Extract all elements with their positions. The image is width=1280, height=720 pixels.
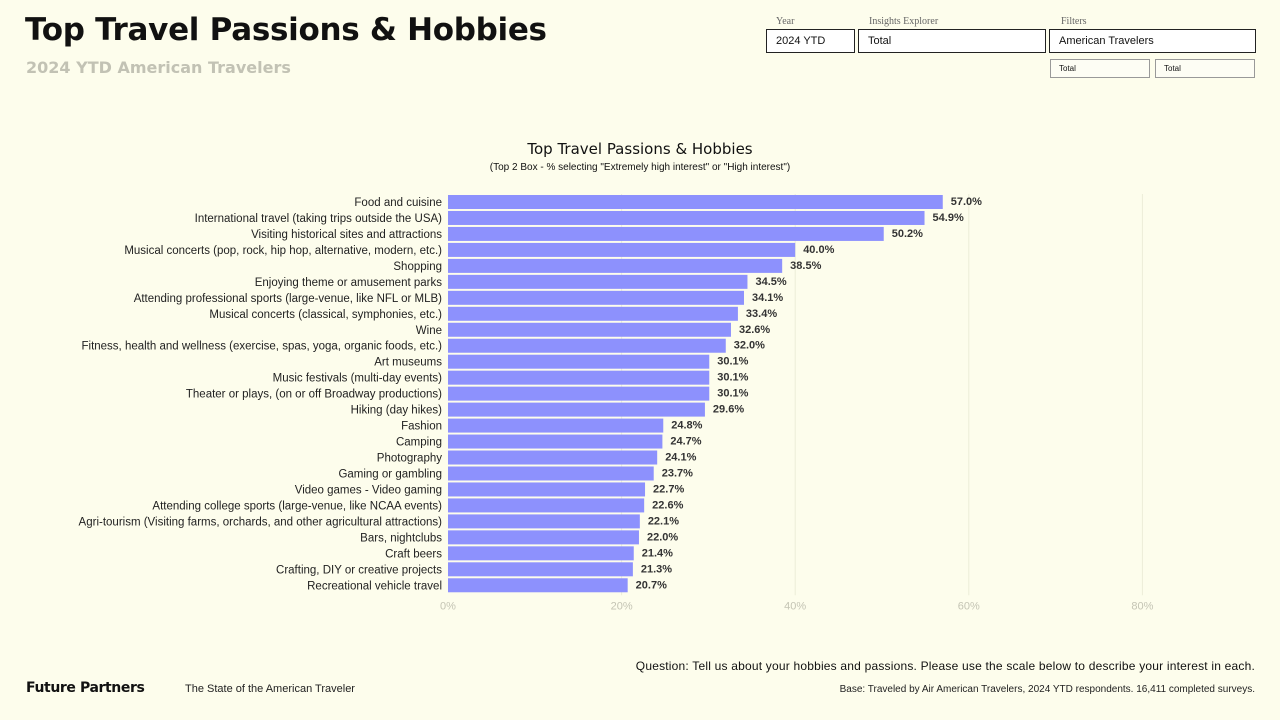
bar[interactable] xyxy=(448,242,796,257)
bar[interactable] xyxy=(448,482,646,497)
bar[interactable] xyxy=(448,195,943,209)
bar[interactable] xyxy=(448,386,710,401)
bar[interactable] xyxy=(448,322,731,337)
category-label: Visiting historical sites and attraction… xyxy=(251,229,442,241)
bar[interactable] xyxy=(448,226,884,241)
value-label: 22.1% xyxy=(648,515,679,527)
value-label: 22.0% xyxy=(647,531,678,543)
value-label: 30.1% xyxy=(717,372,748,384)
year-filter-label: Year xyxy=(776,16,795,27)
value-label: 24.7% xyxy=(670,436,701,448)
page-subtitle: 2024 YTD American Travelers xyxy=(26,58,291,77)
bar[interactable] xyxy=(448,418,664,433)
category-label: Musical concerts (classical, symphonies,… xyxy=(209,309,442,321)
brand-logo: Future Partners xyxy=(26,680,145,696)
bar[interactable] xyxy=(448,370,710,385)
value-label: 24.1% xyxy=(665,452,696,464)
insights-explorer-label: Insights Explorer xyxy=(869,16,939,27)
category-label: Video games - Video gaming xyxy=(295,484,442,496)
chart-title: Top Travel Passions & Hobbies xyxy=(527,140,753,158)
value-label: 32.6% xyxy=(739,324,770,336)
bar[interactable] xyxy=(448,434,663,449)
x-tick-label: 0% xyxy=(440,600,456,612)
value-label: 54.9% xyxy=(933,212,964,224)
category-label: Recreational vehicle travel xyxy=(307,580,442,592)
bar[interactable] xyxy=(448,498,645,513)
bar[interactable] xyxy=(448,210,925,225)
bar[interactable] xyxy=(448,450,658,465)
value-label: 21.3% xyxy=(641,563,672,575)
bar[interactable] xyxy=(448,514,640,529)
category-label: Food and cuisine xyxy=(354,197,442,209)
category-label: Crafting, DIY or creative projects xyxy=(276,564,442,576)
filters-dropdown[interactable]: American Travelers xyxy=(1049,29,1256,53)
report-name: The State of the American Traveler xyxy=(185,683,355,695)
value-label: 29.6% xyxy=(713,404,744,416)
chart-subtitle: (Top 2 Box - % selecting "Extremely high… xyxy=(489,162,791,173)
sub-filter-2-dropdown[interactable]: Total xyxy=(1155,59,1255,78)
year-dropdown[interactable]: 2024 YTD xyxy=(766,29,855,53)
value-label: 40.0% xyxy=(803,244,834,256)
category-label: Attending professional sports (large-ven… xyxy=(134,293,442,305)
category-label: Art museums xyxy=(374,357,442,369)
bar[interactable] xyxy=(448,562,633,577)
value-label: 30.1% xyxy=(717,388,748,400)
category-label: Musical concerts (pop, rock, hip hop, al… xyxy=(124,245,442,257)
category-label: Theater or plays, (on or off Broadway pr… xyxy=(186,389,442,401)
value-label: 50.2% xyxy=(892,228,923,240)
bar[interactable] xyxy=(448,354,710,369)
value-label: 57.0% xyxy=(951,196,982,208)
value-label: 22.7% xyxy=(653,483,684,495)
category-label: Gaming or gambling xyxy=(338,468,442,480)
x-tick-label: 20% xyxy=(611,600,633,612)
survey-question: Question: Tell us about your hobbies and… xyxy=(635,659,1255,673)
value-label: 38.5% xyxy=(790,260,821,272)
bar[interactable] xyxy=(448,306,738,321)
value-label: 20.7% xyxy=(636,579,667,591)
category-label: Wine xyxy=(416,325,442,337)
category-label: Fashion xyxy=(401,421,442,433)
filters-label: Filters xyxy=(1061,16,1087,27)
category-label: Hiking (day hikes) xyxy=(351,405,443,417)
bar[interactable] xyxy=(448,338,726,353)
x-tick-label: 60% xyxy=(958,600,980,612)
bar[interactable] xyxy=(448,258,783,273)
value-label: 24.8% xyxy=(671,420,702,432)
category-label: Shopping xyxy=(393,261,442,273)
sub-filter-1-dropdown[interactable]: Total xyxy=(1050,59,1150,78)
category-label: Camping xyxy=(396,437,442,449)
category-label: Agri-tourism (Visiting farms, orchards, … xyxy=(79,516,443,528)
bar[interactable] xyxy=(448,530,639,545)
value-label: 30.1% xyxy=(717,356,748,368)
category-label: International travel (taking trips outsi… xyxy=(195,213,443,225)
bar[interactable] xyxy=(448,290,744,305)
x-tick-label: 40% xyxy=(784,600,806,612)
value-label: 34.5% xyxy=(755,276,786,288)
base-note: Base: Traveled by Air American Travelers… xyxy=(839,684,1255,695)
bar[interactable] xyxy=(448,578,628,593)
category-label: Attending college sports (large-venue, l… xyxy=(152,500,442,512)
category-label: Craft beers xyxy=(385,548,442,560)
insights-explorer-dropdown[interactable]: Total xyxy=(858,29,1046,53)
value-label: 32.0% xyxy=(734,340,765,352)
category-label: Bars, nightclubs xyxy=(360,532,442,544)
value-label: 23.7% xyxy=(662,467,693,479)
bar[interactable] xyxy=(448,466,654,481)
bar[interactable] xyxy=(448,546,634,561)
value-label: 21.4% xyxy=(642,547,673,559)
value-label: 22.6% xyxy=(652,499,683,511)
bar[interactable] xyxy=(448,402,705,417)
value-label: 33.4% xyxy=(746,308,777,320)
page-title: Top Travel Passions & Hobbies xyxy=(25,12,547,48)
category-label: Enjoying theme or amusement parks xyxy=(255,277,443,289)
value-label: 34.1% xyxy=(752,292,783,304)
category-label: Photography xyxy=(377,453,442,465)
category-label: Music festivals (multi-day events) xyxy=(273,373,443,385)
category-label: Fitness, health and wellness (exercise, … xyxy=(81,341,442,353)
bar[interactable] xyxy=(448,274,748,289)
x-tick-label: 80% xyxy=(1131,600,1153,612)
